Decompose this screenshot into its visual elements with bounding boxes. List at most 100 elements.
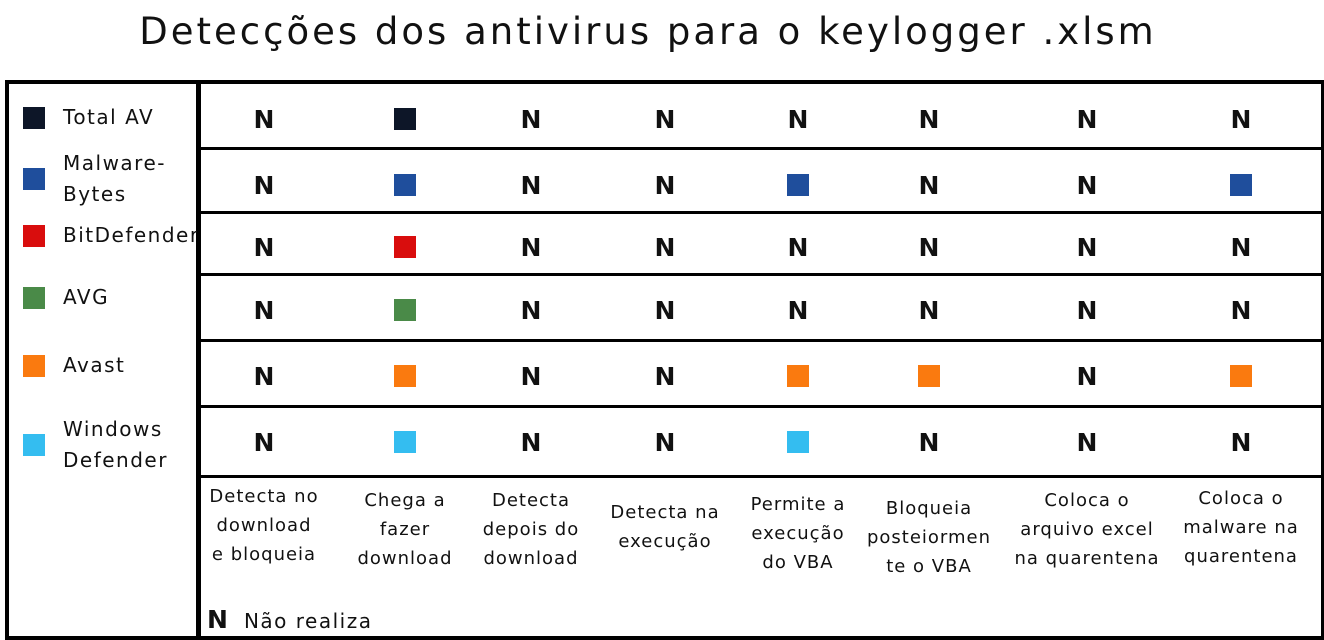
no-symbol: N bbox=[520, 427, 542, 457]
detection-marker bbox=[345, 422, 465, 462]
no-detection-mark: N bbox=[471, 227, 591, 267]
row-divider bbox=[201, 211, 1321, 214]
detection-square bbox=[394, 236, 416, 258]
column-label-line: depois do bbox=[482, 519, 580, 540]
column-label-line: fazer bbox=[379, 519, 431, 540]
detection-grid: N Não realiza N N N N N N N N N N N N N N N N N N N N N N N N N N… bbox=[197, 80, 1324, 640]
no-symbol: N bbox=[918, 295, 940, 325]
no-detection-mark: N bbox=[605, 165, 725, 205]
column-label-line: download bbox=[357, 548, 453, 569]
legend-item: Avast bbox=[23, 350, 125, 381]
column-label-line: Permite a bbox=[750, 494, 846, 515]
no-symbol: N bbox=[654, 170, 676, 200]
column-label-line: Detecta bbox=[491, 490, 571, 511]
no-symbol: N bbox=[520, 170, 542, 200]
detection-square bbox=[394, 431, 416, 453]
detection-square bbox=[394, 365, 416, 387]
no-symbol: N bbox=[1076, 104, 1098, 134]
no-symbol: N bbox=[253, 232, 275, 262]
no-symbol: N bbox=[654, 427, 676, 457]
legend-item: BitDefender bbox=[23, 220, 200, 251]
row-divider bbox=[201, 339, 1321, 342]
column-label: Coloca o malware na quarentena bbox=[1166, 484, 1316, 571]
column-label-line: posteiormen bbox=[866, 527, 992, 548]
column-label: Permite a execução do VBA bbox=[723, 490, 873, 577]
no-symbol: N bbox=[1076, 170, 1098, 200]
detection-square bbox=[787, 431, 809, 453]
row-divider bbox=[201, 273, 1321, 276]
no-symbol: N bbox=[654, 361, 676, 391]
no-symbol: N bbox=[1076, 232, 1098, 262]
no-symbol: N bbox=[787, 295, 809, 325]
detection-marker bbox=[345, 227, 465, 267]
no-symbol: N bbox=[207, 605, 228, 634]
no-symbol: N bbox=[918, 232, 940, 262]
column-label-line: Detecta no bbox=[209, 486, 319, 507]
column-label-line: download bbox=[216, 515, 312, 536]
column-label-line: download bbox=[483, 548, 579, 569]
no-symbol: N bbox=[787, 232, 809, 262]
no-detection-mark: N bbox=[1027, 99, 1147, 139]
no-detection-mark: N bbox=[1181, 290, 1301, 330]
detection-marker bbox=[738, 422, 858, 462]
no-detection-mark: N bbox=[738, 227, 858, 267]
detection-square bbox=[918, 365, 940, 387]
no-symbol: N bbox=[520, 295, 542, 325]
legend-swatch bbox=[23, 286, 45, 309]
column-label-line: Coloca o bbox=[1198, 488, 1284, 509]
no-detection-mark: N bbox=[869, 99, 989, 139]
symbol-legend: N Não realiza bbox=[207, 605, 372, 634]
no-symbol: N bbox=[918, 427, 940, 457]
legend-swatch bbox=[23, 354, 45, 377]
no-symbol: N bbox=[253, 104, 275, 134]
column-label-line: e bloqueia bbox=[211, 544, 317, 565]
detection-square bbox=[1230, 365, 1252, 387]
detection-marker bbox=[738, 165, 858, 205]
detection-square bbox=[787, 174, 809, 196]
legend-panel: Total AV Malware- Bytes BitDefender AVG Avast… bbox=[5, 80, 200, 640]
no-symbol: N bbox=[520, 104, 542, 134]
no-detection-mark: N bbox=[204, 290, 324, 330]
column-label-line: na quarentena bbox=[1014, 548, 1160, 569]
legend-label: Total AV bbox=[63, 102, 154, 133]
no-detection-mark: N bbox=[869, 227, 989, 267]
no-detection-mark: N bbox=[605, 99, 725, 139]
no-symbol: N bbox=[654, 232, 676, 262]
column-label: Chega a fazer download bbox=[330, 486, 480, 573]
no-symbol: N bbox=[1230, 104, 1252, 134]
no-symbol: N bbox=[520, 232, 542, 262]
detection-square bbox=[394, 299, 416, 321]
legend-label: BitDefender bbox=[63, 220, 200, 251]
no-symbol: N bbox=[787, 104, 809, 134]
no-symbol: N bbox=[654, 104, 676, 134]
no-symbol: N bbox=[253, 295, 275, 325]
legend-swatch bbox=[23, 434, 45, 456]
detection-square bbox=[787, 365, 809, 387]
no-detection-mark: N bbox=[1027, 290, 1147, 330]
no-detection-mark: N bbox=[1027, 227, 1147, 267]
no-detection-mark: N bbox=[1181, 227, 1301, 267]
no-detection-mark: N bbox=[605, 422, 725, 462]
legend-label-line: Malware- bbox=[63, 151, 166, 175]
no-symbol: N bbox=[1076, 295, 1098, 325]
no-detection-mark: N bbox=[869, 290, 989, 330]
no-symbol: N bbox=[1230, 427, 1252, 457]
column-label-line: execução bbox=[751, 523, 845, 544]
no-detection-mark: N bbox=[605, 227, 725, 267]
row-divider bbox=[201, 475, 1321, 478]
no-symbol: N bbox=[253, 361, 275, 391]
no-detection-mark: N bbox=[471, 99, 591, 139]
legend-swatch bbox=[23, 106, 45, 129]
column-label: Detecta depois do download bbox=[456, 486, 606, 573]
no-symbol: N bbox=[253, 427, 275, 457]
row-divider bbox=[201, 147, 1321, 150]
no-detection-mark: N bbox=[1181, 422, 1301, 462]
no-detection-mark: N bbox=[204, 227, 324, 267]
no-detection-mark: N bbox=[204, 99, 324, 139]
detection-square bbox=[394, 108, 416, 130]
legend-label-line: Windows bbox=[63, 417, 163, 441]
detection-marker bbox=[869, 356, 989, 396]
legend-label: Avast bbox=[63, 350, 125, 381]
no-detection-mark: N bbox=[471, 356, 591, 396]
no-detection-mark: N bbox=[204, 165, 324, 205]
